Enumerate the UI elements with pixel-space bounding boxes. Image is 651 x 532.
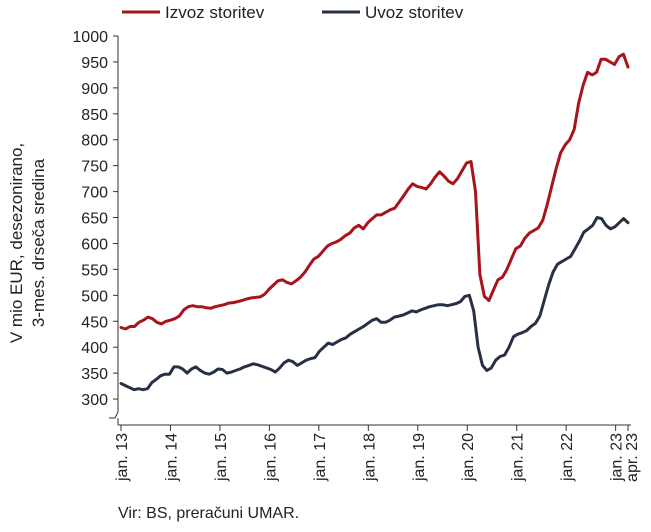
y-tick-label: 450 [81, 314, 108, 331]
y-tick-label: 300 [81, 392, 108, 409]
x-tick-label: jan. 16 [262, 433, 279, 482]
y-tick-label: 800 [81, 133, 108, 150]
y-tick-label: 350 [81, 366, 108, 383]
series-line-izvoz-storitev [119, 52, 630, 331]
x-tick-label: jan. 20 [460, 433, 477, 482]
y-tick-label: 750 [81, 159, 108, 176]
x-tick-label: jan. 21 [510, 433, 527, 482]
x-tick-label: jan. 18 [361, 433, 378, 482]
y-axis-title-line-1: V mio EUR, desezonirano, [7, 143, 26, 343]
series-line-uvoz-storitev [119, 216, 630, 392]
y-tick-label: 600 [81, 236, 108, 253]
x-axis: jan. 13 jan. 14 jan. 15 jan. 16 jan. 17 jan. … [114, 424, 641, 482]
x-tick-label-end: apr. 23 [624, 433, 641, 482]
x-tick-label: jan. 22 [559, 433, 576, 482]
y-axis: 300 350 400 450 500 550 600 650 700 750 800 850 900 9… [72, 29, 119, 425]
x-tick-label: jan. 19 [411, 433, 428, 482]
y-tick-label: 850 [81, 107, 108, 124]
y-tick-label: 650 [81, 211, 108, 228]
legend-label-uvoz: Uvoz storitev [365, 3, 464, 22]
x-tick-label: jan. 13 [114, 433, 131, 482]
legend: Izvoz storitev Uvoz storitev [122, 3, 464, 22]
y-axis-title: V mio EUR, desezonirano, 3-mes. drseča s… [7, 143, 48, 343]
x-tick-label: jan. 17 [312, 433, 329, 482]
x-tick-label: jan. 15 [213, 433, 230, 482]
y-axis-break [109, 411, 119, 425]
y-tick-label: 900 [81, 81, 108, 98]
y-tick-label: 950 [81, 55, 108, 72]
plot-lines [119, 52, 630, 392]
y-tick-label: 700 [81, 185, 108, 202]
legend-label-izvoz: Izvoz storitev [165, 3, 265, 22]
y-tick-label: 550 [81, 262, 108, 279]
y-tick-label: 400 [81, 340, 108, 357]
y-axis-title-line-2: 3-mes. drseča sredina [29, 158, 48, 327]
y-tick-label: 1000 [72, 29, 108, 46]
x-tick-label: jan. 23 [609, 433, 626, 482]
x-tick-label: jan. 14 [163, 433, 180, 482]
y-tick-label: 500 [81, 288, 108, 305]
source-note: Vir: BS, preračuni UMAR. [118, 505, 300, 522]
